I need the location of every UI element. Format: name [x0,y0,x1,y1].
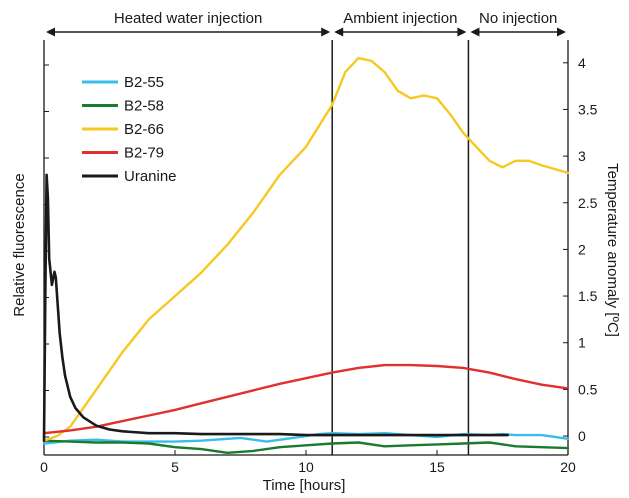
right-y-tick-label: 3 [578,148,586,164]
x-tick-label: 0 [40,459,48,475]
right-y-tick-label: 1.5 [578,288,598,304]
legend-label: B2-58 [124,98,164,115]
series-line-b2-66 [42,56,570,442]
series-line-uranine [42,173,509,442]
x-tick-label: 15 [429,459,445,475]
arrowhead-right-icon [457,27,467,37]
arrowhead-right-icon [321,27,331,37]
arrowhead-left-icon [46,27,55,37]
phase-label-ambient-injection: Ambient injection [343,10,457,27]
x-tick-label: 10 [298,459,314,475]
y-axis-label-right: Temperature anomaly [ºC] [604,163,621,337]
right-y-tick-label: 3.5 [578,101,598,117]
right-y-tick-label: 0.5 [578,381,598,397]
right-y-tick-label: 2.5 [578,195,598,211]
y-axis-label-left: Relative fluorescence [11,173,28,316]
series-line-b2-79 [42,363,570,435]
phase-label-no-injection: No injection [479,10,557,27]
legend-label: B2-55 [124,74,164,91]
legend-label: B2-79 [124,145,164,162]
x-tick-label: 5 [171,459,179,475]
series-line-b2-58 [42,439,570,454]
right-y-tick-label: 4 [578,55,586,71]
x-tick-label: 20 [560,459,576,475]
legend-label: Uranine [124,168,177,185]
right-y-tick-label: 0 [578,428,586,444]
phase-label-heated-water-injection: Heated water injection [114,10,262,27]
arrowhead-left-icon [334,27,344,37]
x-axis-label: Time [hours] [263,477,346,493]
right-y-tick-label: 1 [578,335,586,351]
legend-label: B2-66 [124,121,164,138]
arrowhead-left-icon [470,27,480,37]
right-y-tick-label: 2 [578,241,586,257]
arrowhead-right-icon [557,27,566,37]
